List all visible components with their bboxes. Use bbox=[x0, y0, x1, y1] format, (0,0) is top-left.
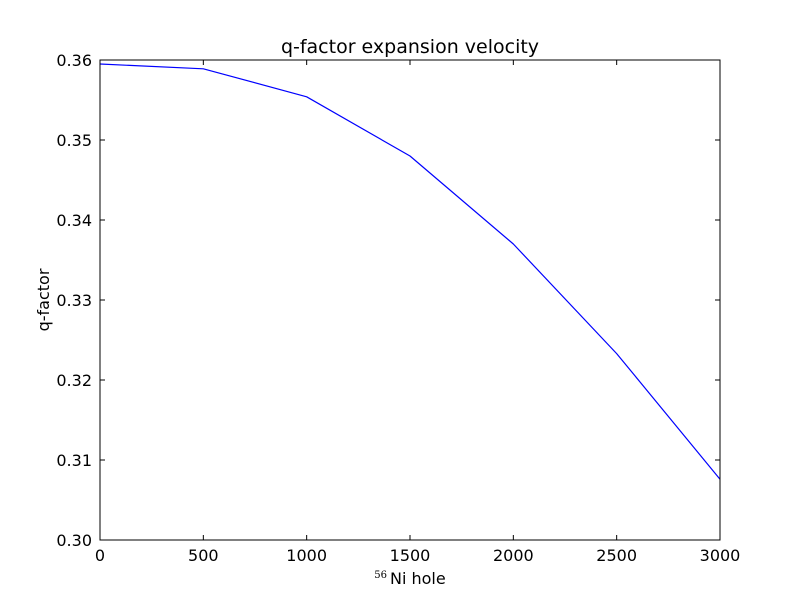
x-tick-label-6: 3000 bbox=[700, 546, 741, 565]
x-axis-label-superscript: 56 bbox=[374, 570, 387, 581]
x-axis-label-text: Ni hole bbox=[390, 569, 446, 588]
x-tick-labels: 0 500 1000 1500 2000 2500 3000 bbox=[95, 546, 740, 565]
y-axis-label: q-factor bbox=[34, 268, 53, 331]
y-tick-label-1: 0.31 bbox=[56, 451, 92, 470]
x-tick-label-3: 1500 bbox=[390, 546, 431, 565]
x-axis-label: 56 Ni hole bbox=[374, 569, 445, 588]
x-tick-label-5: 2500 bbox=[596, 546, 637, 565]
y-tick-label-2: 0.32 bbox=[56, 371, 92, 390]
x-tick-label-0: 0 bbox=[95, 546, 105, 565]
chart-title: q-factor expansion velocity bbox=[281, 36, 539, 58]
y-tick-labels: 0.30 0.31 0.32 0.33 0.34 0.35 0.36 bbox=[56, 51, 92, 550]
x-tick-label-4: 2000 bbox=[493, 546, 534, 565]
y-tick-label-0: 0.30 bbox=[56, 531, 92, 550]
y-tick-label-3: 0.33 bbox=[56, 291, 92, 310]
y-tick-label-5: 0.35 bbox=[56, 131, 92, 150]
y-tick-label-4: 0.34 bbox=[56, 211, 92, 230]
axes-frame bbox=[99, 59, 721, 541]
plot-area bbox=[99, 59, 721, 541]
x-tick-label-2: 1000 bbox=[286, 546, 327, 565]
series-layer bbox=[99, 63, 721, 480]
x-tick-label-1: 500 bbox=[188, 546, 219, 565]
series-line-0 bbox=[99, 63, 721, 480]
y-tick-label-6: 0.36 bbox=[56, 51, 92, 70]
